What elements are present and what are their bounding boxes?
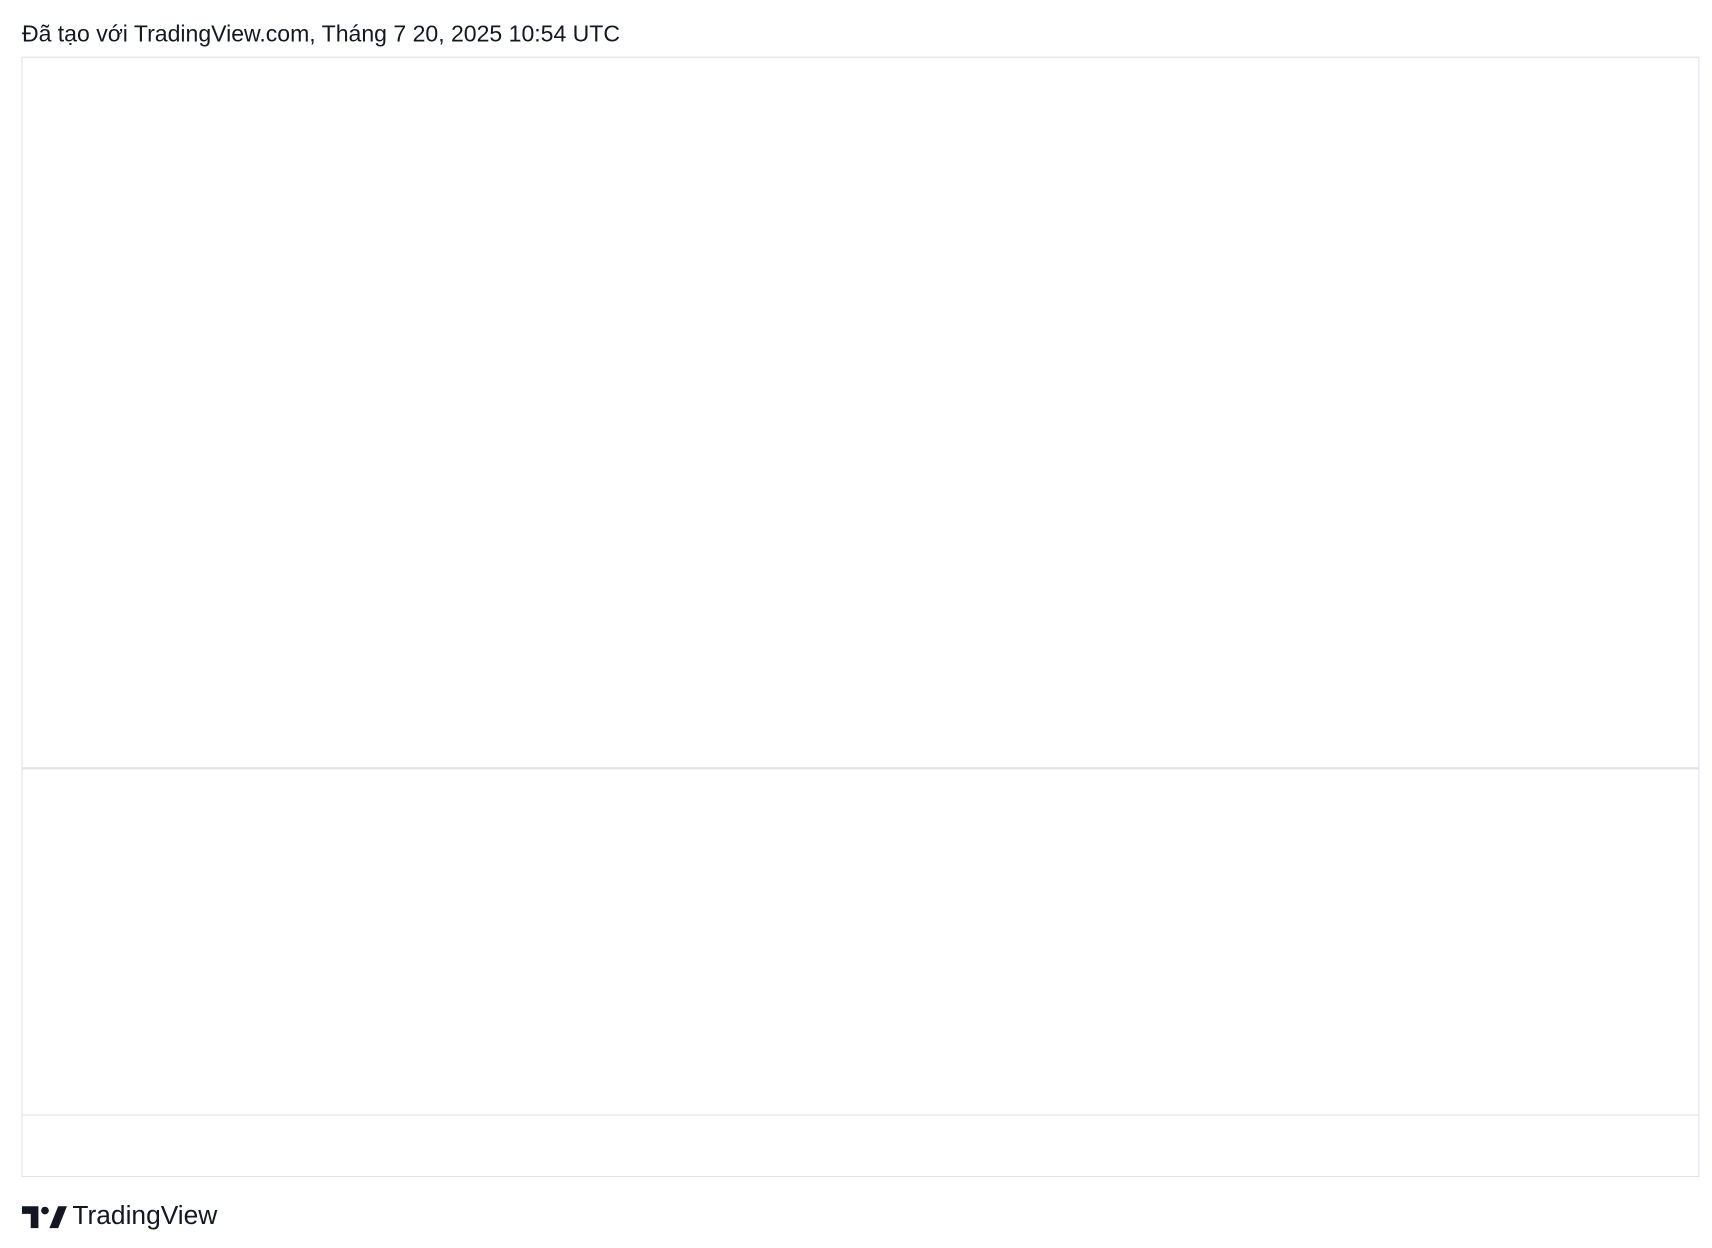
logo-mark bbox=[21, 1206, 39, 1229]
logo-mark bbox=[41, 1206, 49, 1215]
footer-brand: TradingView bbox=[72, 1200, 218, 1230]
logo-mark bbox=[49, 1206, 67, 1229]
chart-frame bbox=[21, 56, 1700, 1178]
header: Đã tạo với TradingView.com, Tháng 7 20, … bbox=[22, 20, 620, 46]
logo: TradingView bbox=[21, 1200, 218, 1230]
